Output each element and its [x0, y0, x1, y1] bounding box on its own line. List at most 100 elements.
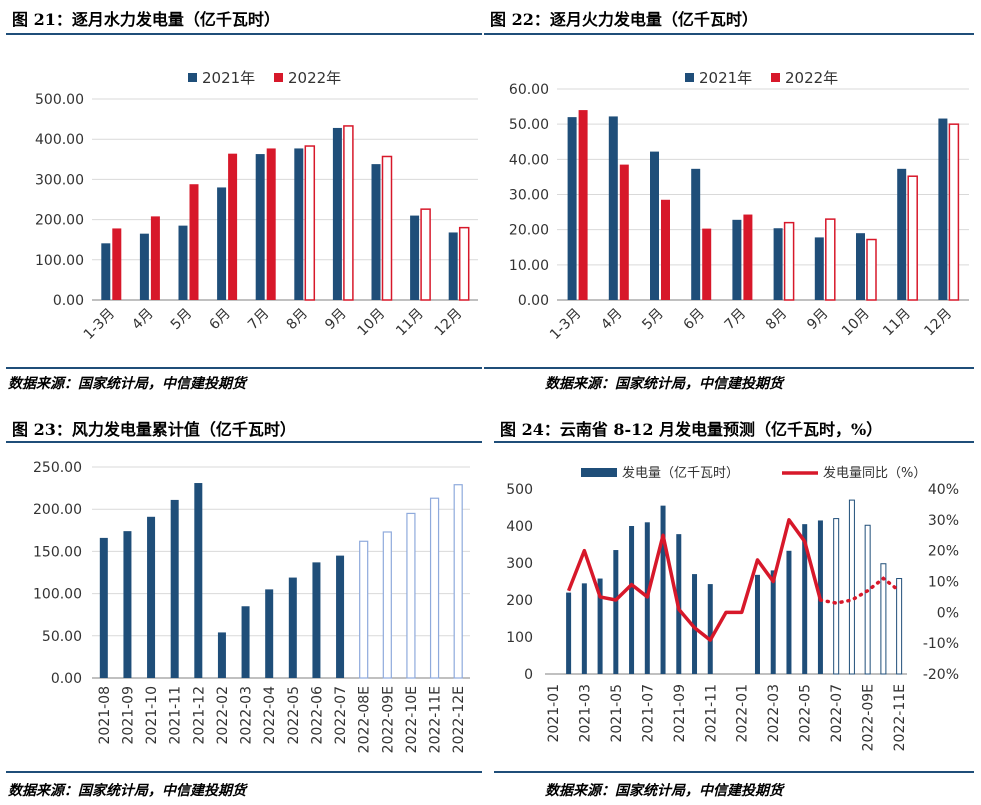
x-tick-label: 12月 [432, 306, 466, 340]
y-left-tick-label: 200 [506, 593, 533, 609]
generation-bar [660, 505, 666, 674]
bar-2022 [266, 148, 276, 300]
bar-2022 [420, 208, 431, 301]
x-tick-label: 9月 [804, 306, 832, 334]
generation-bar [754, 574, 760, 674]
bar-2022 [702, 228, 712, 300]
figure-23-bottom-rule [6, 771, 482, 773]
wind-bar [170, 499, 179, 678]
y-tick-label: 0.00 [51, 671, 82, 687]
x-tick-label: 8月 [763, 306, 791, 334]
x-tick-label: 9月 [322, 306, 350, 334]
bar-2022 [578, 110, 588, 300]
wind-bar [194, 483, 203, 678]
wind-bar [382, 531, 392, 679]
legend-label-2021: 2021年 [202, 69, 255, 87]
x-tick-label: 2021-09 [120, 686, 136, 745]
figure-21-bottom-rule [6, 367, 482, 369]
hydro-power-chart: 0.00 100.00 200.00 300.00 400.00 500.00 1-3月 4月… [35, 69, 478, 343]
figure-22-source: 数据来源：国家统计局，中信建投期货 [545, 376, 783, 392]
x-tick-label: 2021-03 [577, 684, 593, 743]
y-tick-label: 10.00 [509, 258, 549, 274]
legend-swatch-2022 [274, 73, 283, 82]
figure-22-bottom-rule [484, 367, 974, 369]
y-tick-label: 50.00 [42, 629, 82, 645]
x-tick-label: 1-3月 [81, 306, 118, 343]
y-left-tick-label: 0 [524, 667, 533, 683]
figure-23-source: 数据来源：国家统计局，中信建投期货 [8, 783, 246, 799]
legend-swatch-2021 [188, 73, 197, 82]
x-tick-label: 11月 [393, 306, 427, 340]
bar-2021 [332, 127, 342, 300]
y-right-tick-label: 20% [928, 544, 959, 560]
wind-bar [288, 577, 297, 678]
bar-2022 [825, 218, 836, 301]
thermal-power-chart: 0.00 10.00 20.00 30.00 40.00 50.00 60.00 1-3月 4月… [509, 69, 969, 343]
bar-2022 [948, 123, 960, 301]
y-tick-label: 400.00 [35, 132, 84, 148]
y-right-tick-label: -20% [923, 667, 959, 683]
bar-2022 [907, 175, 918, 301]
bar-2021 [938, 118, 948, 300]
x-tick-label: 2022-03 [766, 684, 782, 743]
bar-2021 [410, 215, 420, 300]
x-tick-label: 7月 [245, 306, 273, 334]
generation-bar [833, 518, 840, 675]
bar-2022 [150, 216, 160, 300]
legend-label-bar: 发电量（亿千瓦时） [622, 465, 739, 481]
figure-22-title: 图 22：逐月火力发电量（亿千瓦时） [490, 10, 758, 29]
generation-bar [864, 524, 871, 675]
yunnan-forecast-chart: 0 100 200 300 400 500 -20% -10% 0% 10% 20% 30% 40% 20… [506, 465, 959, 751]
bar-2021 [814, 237, 824, 300]
figure-21-title: 图 21：逐月水力发电量（亿千瓦时） [12, 10, 280, 29]
x-tick-label: 11月 [880, 306, 914, 340]
x-tick-label: 4月 [129, 306, 157, 334]
x-tick-label: 2021-01 [546, 684, 562, 743]
x-tick-label: 2021-10 [144, 686, 160, 745]
bar-2021 [448, 232, 458, 300]
bar-2021 [856, 233, 865, 300]
x-tick-label: 2021-05 [609, 684, 625, 743]
generation-bar [629, 526, 635, 674]
wind-bar [217, 632, 226, 678]
y-right-tick-label: 40% [928, 482, 959, 498]
generation-bar [581, 583, 587, 674]
bar-2021 [294, 148, 304, 300]
generation-bar [692, 574, 698, 674]
bar-2022 [743, 214, 753, 300]
y-right-tick-label: 10% [928, 575, 959, 591]
generation-bar [566, 592, 572, 674]
bar-2021 [732, 219, 742, 300]
bar-2022 [458, 226, 470, 301]
legend-swatch-2022 [771, 73, 780, 82]
y-tick-label: 0.00 [518, 293, 549, 309]
y-tick-label: 200.00 [33, 502, 82, 518]
bar-2021 [650, 151, 659, 300]
y-tick-label: 150.00 [33, 544, 82, 560]
bar-2022 [189, 184, 199, 300]
bar-2022 [783, 221, 795, 301]
bar-2022 [112, 228, 122, 300]
y-tick-label: 100.00 [35, 253, 84, 269]
legend-label-2022: 2022年 [288, 69, 341, 87]
x-tick-label: 2021-11 [168, 686, 184, 745]
x-tick-label: 7月 [722, 306, 750, 334]
generation-bar [707, 584, 713, 674]
y-tick-label: 20.00 [509, 223, 549, 239]
generation-bar [786, 550, 792, 674]
y-tick-label: 500.00 [35, 92, 84, 108]
y-right-tick-label: 0% [937, 605, 959, 621]
figure-24-bottom-rule [494, 771, 974, 773]
legend-label-2021: 2021年 [699, 69, 752, 87]
x-tick-label: 5月 [168, 306, 196, 334]
x-tick-label: 2021-08 [97, 686, 113, 745]
y-left-tick-label: 400 [506, 519, 533, 535]
bar-2021 [897, 168, 907, 300]
y-right-tick-label: 30% [928, 513, 959, 529]
x-tick-label: 2022-03 [239, 686, 255, 745]
x-tick-label: 2022-05 [286, 686, 302, 745]
bar-2021 [608, 116, 618, 301]
x-tick-label: 2022-02 [215, 686, 231, 745]
x-tick-label: 2021-09 [672, 684, 688, 743]
figure-22-top-rule [484, 33, 974, 35]
